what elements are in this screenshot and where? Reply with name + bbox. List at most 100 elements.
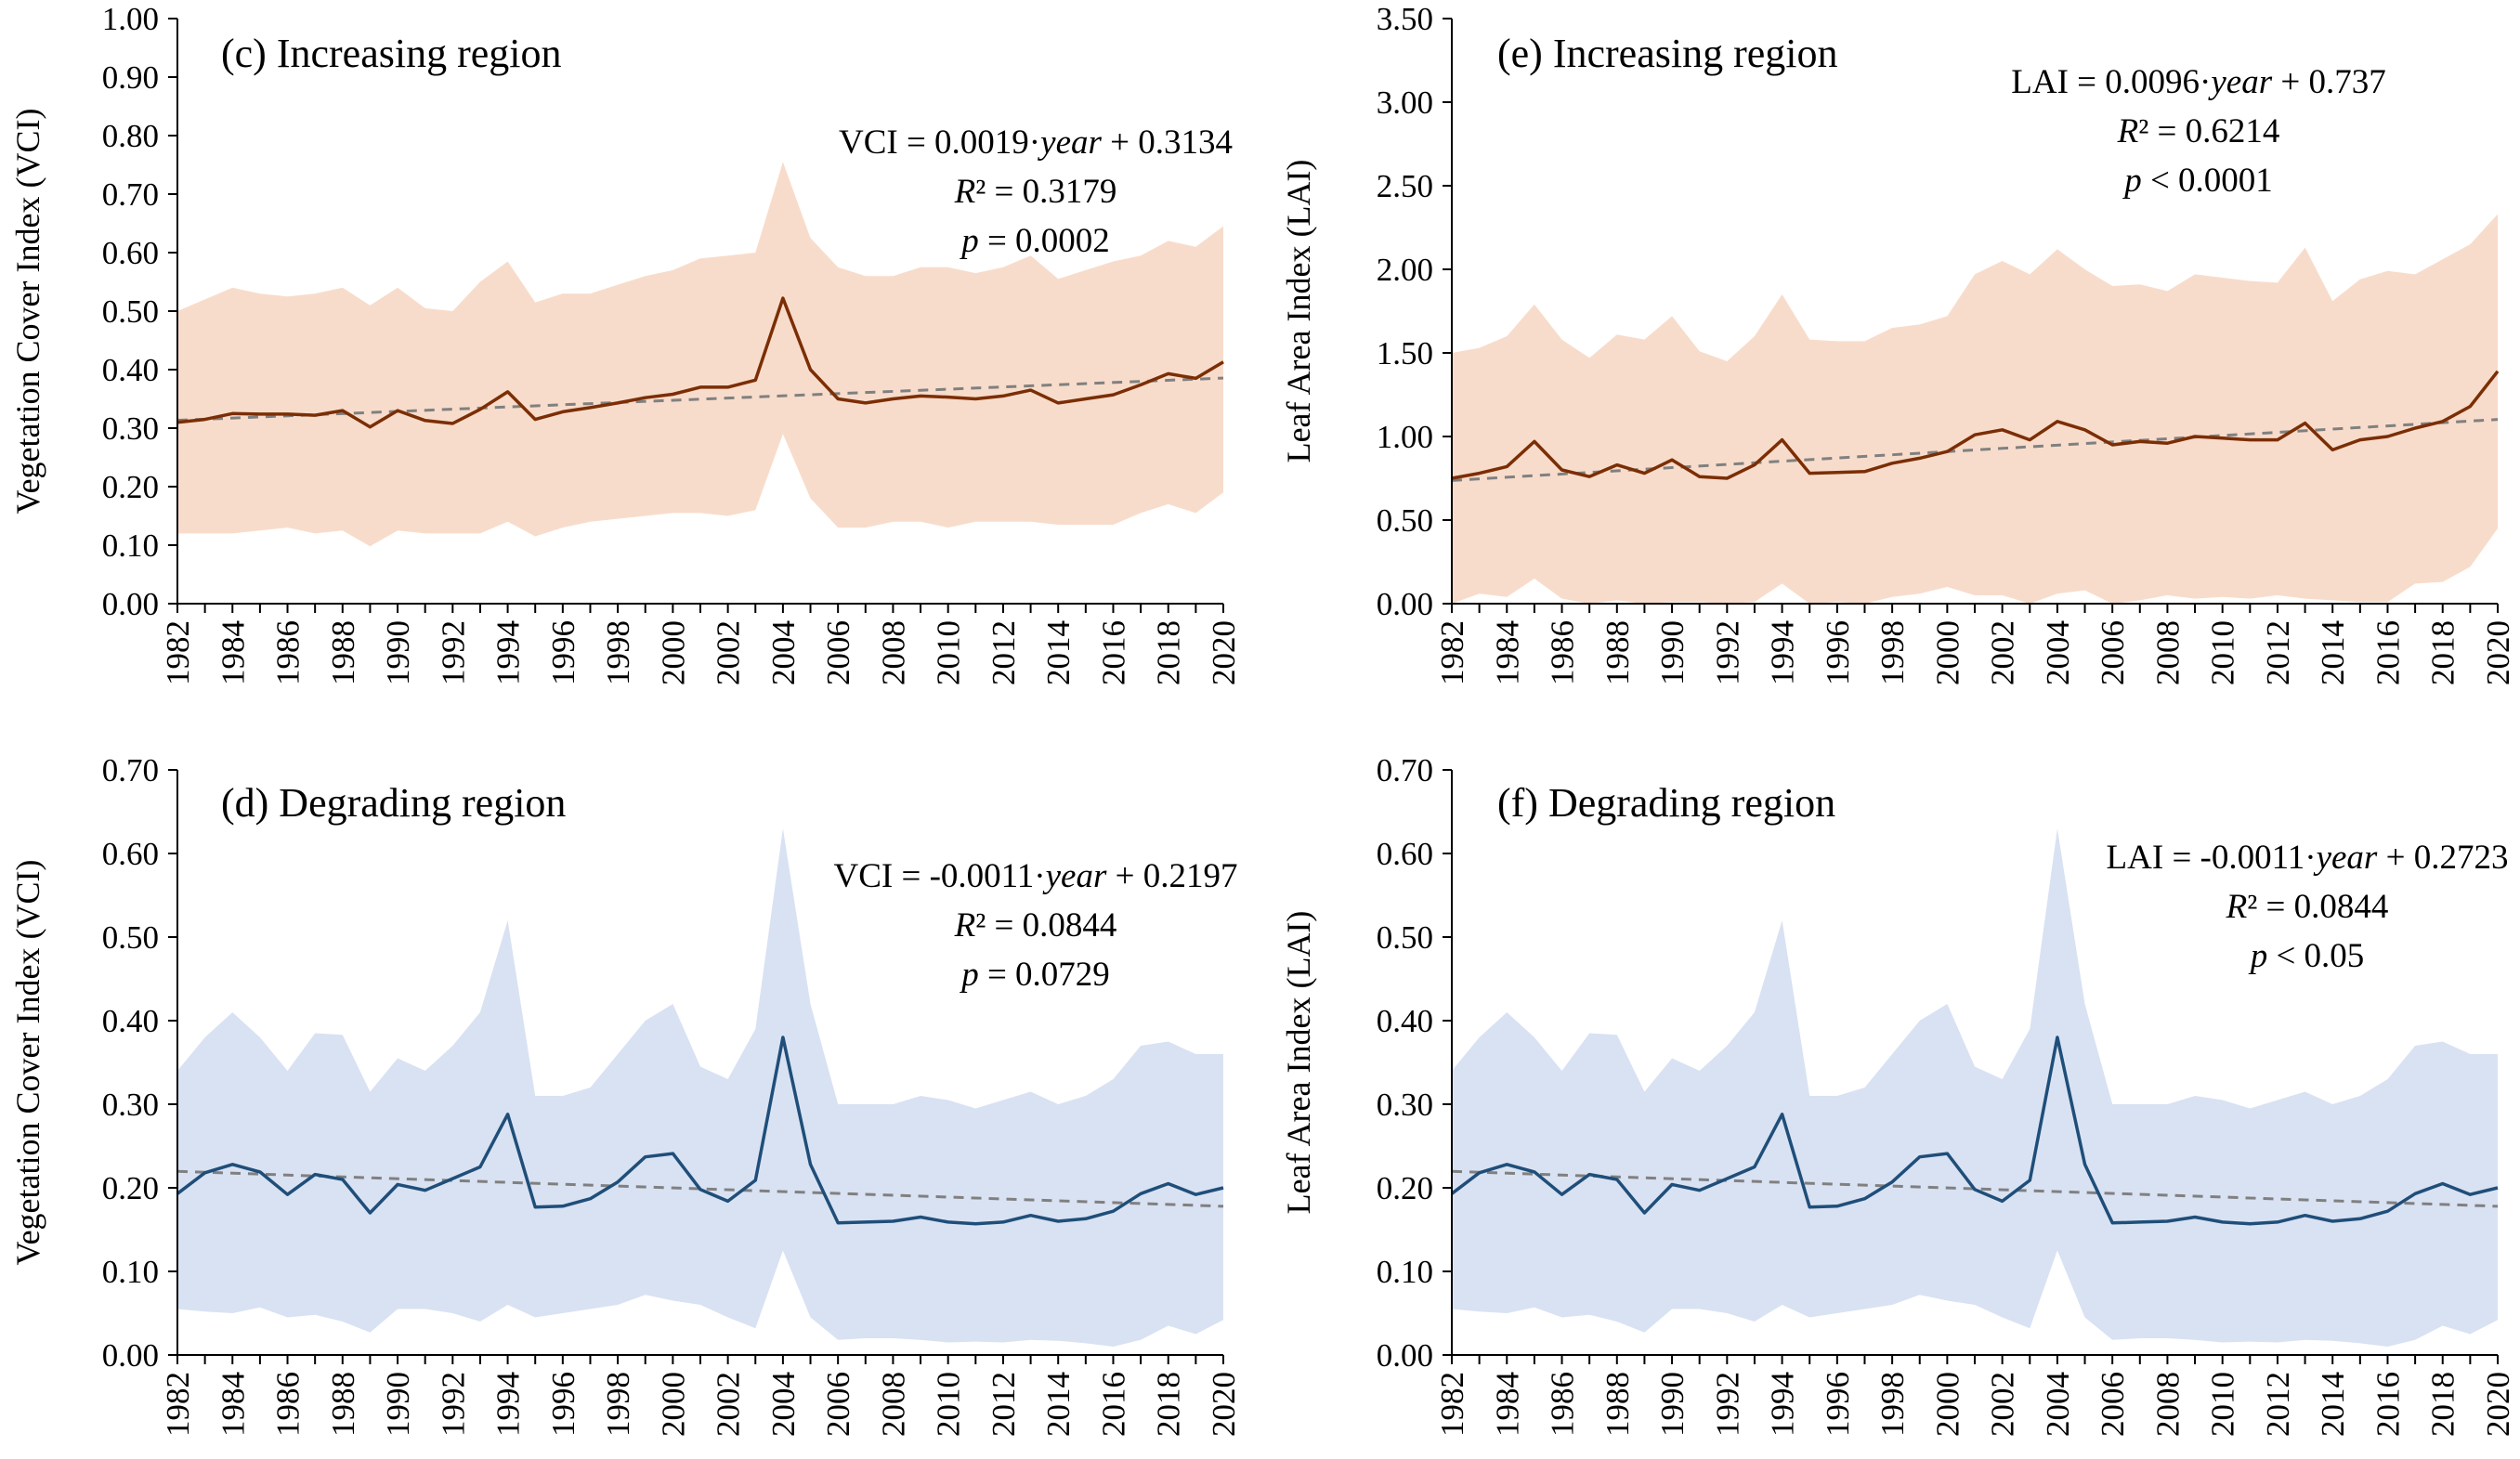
- y-tick-label: 0.40: [1377, 1003, 1433, 1039]
- y-tick-label: 0.50: [102, 293, 159, 330]
- x-tick-label: 1994: [1765, 620, 1801, 685]
- x-tick-label: 2018: [1151, 1372, 1187, 1437]
- x-tick-label: 1994: [490, 1372, 527, 1437]
- x-tick-label: 2000: [1929, 620, 1965, 685]
- y-axis-label: Leaf Area Index (LAI): [1280, 911, 1317, 1215]
- y-tick-label: 1.00: [1377, 419, 1433, 455]
- chart-panel-d: 0.00 0.10 0.20 0.30 0.40 0.50 0.60 0.70 1982 1984…: [9, 752, 1242, 1437]
- x-tick-label: 1998: [600, 1372, 636, 1437]
- x-tick-label: 2020: [2480, 620, 2516, 685]
- equation-line: LAI = -0.0011·year + 0.2723: [2107, 839, 2509, 877]
- x-tick-label: 2012: [986, 1372, 1022, 1437]
- x-tick-label: 2008: [2149, 1372, 2186, 1437]
- panel-title: (d) Degrading region: [221, 780, 566, 826]
- x-tick-label: 1990: [1654, 1372, 1691, 1437]
- chart-panel-e: 0.00 0.50 1.00 1.50 2.00 2.50 3.00 3.50 1982 1984…: [1280, 1, 2516, 685]
- y-tick-label: 0.30: [102, 1087, 159, 1123]
- mean-line: [1450, 1036, 2499, 1226]
- y-tick-label: 0.70: [102, 752, 159, 788]
- x-tick-label: 1988: [1599, 620, 1636, 685]
- x-tick-label: 1992: [1709, 1372, 1745, 1437]
- trend-line: [1451, 418, 2499, 482]
- y-tick-label: 3.00: [1377, 85, 1433, 121]
- x-tick-label: 2020: [2480, 1372, 2516, 1437]
- y-tick-label: 0.10: [1377, 1254, 1433, 1290]
- x-tick-label: 1992: [1709, 620, 1745, 685]
- x-tick-label: 1994: [490, 620, 527, 685]
- x-tick-label: 1996: [1820, 1372, 1856, 1437]
- x-tick-label: 1984: [1489, 620, 1525, 685]
- y-tick-label: 0.10: [102, 1254, 159, 1290]
- y-tick-label: 1.50: [1377, 335, 1433, 371]
- x-tick-label: 1996: [1820, 620, 1856, 685]
- chart-panel-c: 0.00 0.10 0.20 0.30 0.40 0.50 0.60 0.70 0.80 0.90…: [9, 1, 1242, 685]
- p-value-line: p = 0.0002: [959, 222, 1110, 260]
- mean-line: [176, 1036, 1224, 1226]
- x-tick-label: 1986: [1545, 620, 1581, 685]
- y-tick-label: 0.30: [1377, 1087, 1433, 1123]
- y-tick-label: 1.00: [102, 1, 159, 37]
- y-tick-label: 0.40: [102, 1003, 159, 1039]
- range-band: [177, 162, 1223, 547]
- r-squared-line: R² = 0.3179: [954, 173, 1117, 211]
- x-tick-label: 2004: [765, 1372, 802, 1437]
- x-tick-label: 1998: [1874, 620, 1911, 685]
- x-tick-label: 2004: [765, 620, 802, 685]
- y-tick-label: 0.80: [102, 118, 159, 154]
- panel-title: (c) Increasing region: [221, 31, 561, 76]
- trend-line: [1451, 1169, 2499, 1208]
- x-tick-label: 2016: [2370, 620, 2406, 685]
- p-value-line: p < 0.05: [2248, 937, 2365, 975]
- x-tick-label: 2000: [655, 1372, 691, 1437]
- y-tick-label: 0.50: [102, 919, 159, 956]
- equation-line: VCI = 0.0019·year + 0.3134: [839, 124, 1233, 162]
- x-tick-label: 1998: [1874, 1372, 1911, 1437]
- y-axis-label: Vegetation Cover Index (VCI): [9, 109, 46, 515]
- p-value-line: p = 0.0729: [959, 956, 1110, 994]
- x-tick-label: 2008: [875, 620, 911, 685]
- y-tick-label: 0.00: [102, 586, 159, 622]
- y-tick-label: 0.10: [102, 528, 159, 564]
- x-tick-label: 1984: [215, 1372, 251, 1437]
- r-squared-line: R² = 0.6214: [2117, 112, 2280, 150]
- y-tick-label: 0.20: [1377, 1170, 1433, 1206]
- x-tick-label: 1990: [1654, 620, 1691, 685]
- x-tick-label: 2002: [1985, 620, 2021, 685]
- r-squared-line: R² = 0.0844: [2226, 888, 2389, 926]
- y-axis-label: Vegetation Cover Index (VCI): [9, 860, 46, 1266]
- y-tick-label: 0.50: [1377, 502, 1433, 539]
- x-tick-label: 2004: [2040, 620, 2076, 685]
- y-tick-label: 0.30: [102, 410, 159, 447]
- y-tick-label: 0.70: [1377, 752, 1433, 788]
- y-tick-label: 0.00: [1377, 1337, 1433, 1374]
- x-tick-label: 1988: [325, 1372, 361, 1437]
- x-tick-label: 1994: [1765, 1372, 1801, 1437]
- panel-title: (f) Degrading region: [1497, 780, 1835, 826]
- x-tick-label: 2014: [2315, 620, 2351, 685]
- y-tick-label: 3.50: [1377, 1, 1433, 37]
- equation-line: VCI = -0.0011·year + 0.2197: [834, 857, 1238, 895]
- y-tick-label: 0.60: [1377, 836, 1433, 872]
- range-band: [1452, 214, 2498, 604]
- y-tick-label: 0.20: [102, 469, 159, 505]
- x-tick-label: 2008: [2149, 620, 2186, 685]
- x-tick-label: 2016: [1095, 620, 1131, 685]
- x-tick-label: 2012: [986, 620, 1022, 685]
- x-tick-label: 2016: [2370, 1372, 2406, 1437]
- x-tick-label: 2002: [711, 620, 747, 685]
- x-tick-label: 2018: [2425, 620, 2461, 685]
- x-tick-label: 1986: [1545, 1372, 1581, 1437]
- mean-line: [1451, 370, 2500, 480]
- x-tick-label: 2008: [875, 1372, 911, 1437]
- y-tick-label: 0.00: [102, 1337, 159, 1374]
- x-tick-label: 1992: [435, 620, 471, 685]
- y-tick-label: 0.60: [102, 836, 159, 872]
- x-tick-label: 2010: [2205, 620, 2241, 685]
- y-tick-label: 0.90: [102, 59, 159, 96]
- x-tick-label: 2006: [2095, 1372, 2131, 1437]
- x-tick-label: 2020: [1206, 1372, 1242, 1437]
- x-tick-label: 1982: [160, 620, 196, 685]
- x-tick-label: 2002: [1985, 1372, 2021, 1437]
- x-tick-label: 1996: [545, 1372, 581, 1437]
- x-tick-label: 1982: [160, 1372, 196, 1437]
